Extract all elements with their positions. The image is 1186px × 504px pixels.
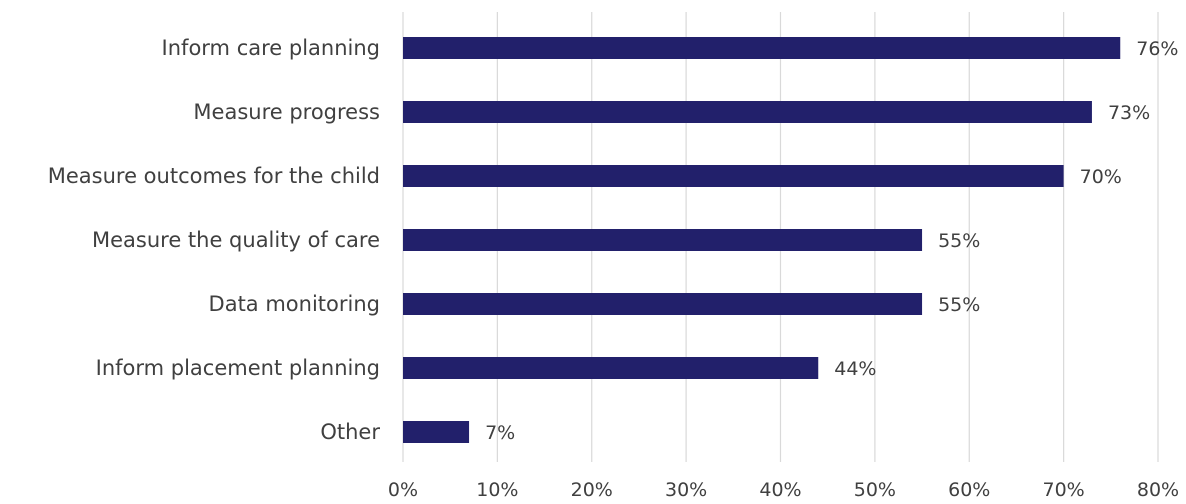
category-label: Inform placement planning bbox=[96, 356, 380, 380]
bar bbox=[403, 37, 1121, 59]
category-labels: Inform care planning Measure progress Meas… bbox=[48, 36, 381, 444]
x-tick-label: 70% bbox=[1043, 479, 1085, 501]
bar bbox=[403, 293, 923, 315]
x-tick-label: 0% bbox=[388, 479, 418, 501]
value-label: 55% bbox=[938, 230, 980, 252]
value-label: 7% bbox=[485, 422, 515, 444]
x-tick-label: 60% bbox=[948, 479, 990, 501]
x-tick-label: 20% bbox=[571, 479, 613, 501]
x-tick-label: 10% bbox=[476, 479, 518, 501]
x-tick-label: 80% bbox=[1137, 479, 1179, 501]
value-labels: 76% 73% 70% 55% 55% 44% 7% bbox=[485, 38, 1178, 444]
bar bbox=[403, 165, 1064, 187]
bars bbox=[403, 37, 1121, 443]
x-tick-label: 30% bbox=[665, 479, 707, 501]
bar bbox=[403, 229, 923, 251]
value-label: 44% bbox=[834, 358, 876, 380]
x-tick-label: 40% bbox=[759, 479, 801, 501]
value-label: 55% bbox=[938, 294, 980, 316]
category-label: Measure progress bbox=[193, 100, 380, 124]
category-label: Measure the quality of care bbox=[92, 228, 380, 252]
bar bbox=[403, 101, 1092, 123]
value-label: 70% bbox=[1080, 166, 1122, 188]
bar bbox=[403, 357, 819, 379]
x-tick-label: 50% bbox=[854, 479, 896, 501]
category-label: Other bbox=[320, 420, 380, 444]
category-label: Measure outcomes for the child bbox=[48, 164, 380, 188]
value-label: 73% bbox=[1108, 102, 1150, 124]
category-label: Data monitoring bbox=[209, 292, 380, 316]
value-label: 76% bbox=[1136, 38, 1178, 60]
bar bbox=[403, 421, 470, 443]
x-axis-tick-labels: 0% 10% 20% 30% 40% 50% 60% 70% 80% bbox=[388, 479, 1179, 501]
category-label: Inform care planning bbox=[162, 36, 380, 60]
